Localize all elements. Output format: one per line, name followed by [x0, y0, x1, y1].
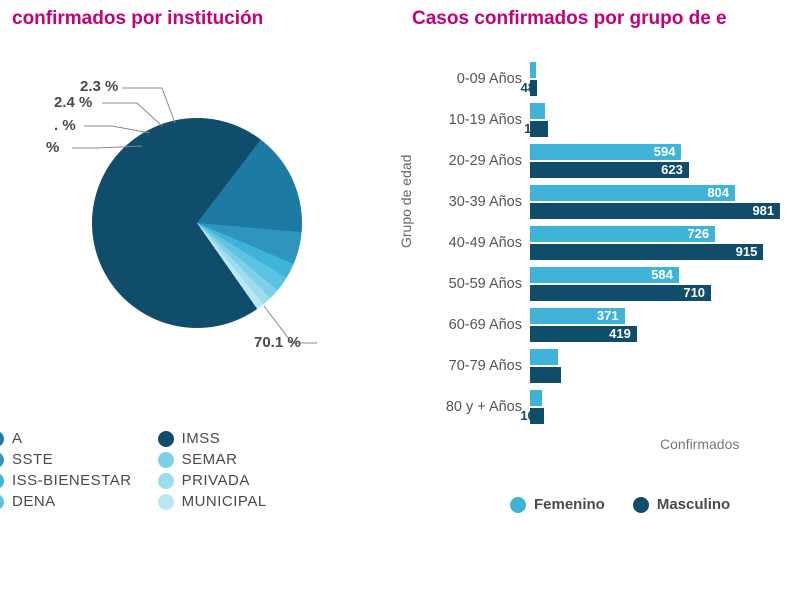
bar-category-label: 70-79 Años	[418, 358, 530, 374]
bar-row: 70-79 Años233	[418, 345, 788, 386]
pie-legend-item: ISS-BIENESTAR	[0, 472, 132, 489]
bar-masculino: 103	[530, 408, 544, 424]
bar-row: 80 y + Años103	[418, 386, 788, 427]
pie-pct-2: . %	[54, 117, 76, 134]
bar-femenino: 584	[530, 267, 679, 283]
bar-chart: Grupo de edad 0-09 Años4810-19 Años13020…	[412, 48, 788, 448]
bar-ylabel: Grupo de edad	[398, 155, 414, 248]
pie-legend-item: IMSS	[158, 430, 267, 447]
pie-chart: 2.3 % 2.4 % . % % 70.1 %	[12, 48, 388, 378]
bar-masculino: 130	[530, 121, 548, 137]
legend-masculino: Masculino	[633, 496, 730, 513]
bar-category-label: 30-39 Años	[418, 194, 530, 210]
pie-legend-item: PRIVADA	[158, 472, 267, 489]
bar-femenino	[530, 62, 536, 78]
pie-legend-item: SSTE	[0, 451, 132, 468]
bar-title: Casos confirmados por grupo de e	[412, 8, 788, 30]
pie-legend-item: A	[0, 430, 132, 447]
legend-femenino-label: Femenino	[534, 496, 605, 513]
bar-femenino	[530, 349, 558, 365]
bar-row: 30-39 Años804 981	[418, 181, 788, 222]
bar-panel: Casos confirmados por grupo de e Grupo d…	[400, 0, 800, 600]
bar-row: 10-19 Años130	[418, 99, 788, 140]
bar-category-label: 40-49 Años	[418, 235, 530, 251]
pie-legend-item: SEMAR	[158, 451, 267, 468]
bar-row: 50-59 Años584 710	[418, 263, 788, 304]
bar-femenino	[530, 390, 542, 406]
bar-xlabel: Confirmados	[660, 436, 739, 452]
bar-row: 40-49 Años726 915	[418, 222, 788, 263]
bar-category-label: 10-19 Años	[418, 112, 530, 128]
legend-masculino-label: Masculino	[657, 496, 730, 513]
bar-masculino: 233	[530, 367, 561, 383]
bar-category-label: 0-09 Años	[418, 71, 530, 87]
pie-panel: confirmados por institución 2.3 % 2.4 % …	[0, 0, 400, 600]
pie-pct-0: 2.3 %	[80, 78, 118, 95]
pie-pct-3: %	[46, 139, 59, 156]
pie-pct-4: 70.1 %	[254, 334, 301, 351]
bar-femenino: 726	[530, 226, 715, 242]
bar-masculino: 981	[530, 203, 780, 219]
bar-category-label: 20-29 Años	[418, 153, 530, 169]
bar-masculino: 915	[530, 244, 763, 260]
pie-legend: A SSTE ISS-BIENESTAR DENA IMSS SEMAR PRIVADA M…	[0, 430, 388, 510]
bar-masculino: 623	[530, 162, 689, 178]
bar-category-label: 60-69 Años	[418, 317, 530, 333]
pie-pct-1: 2.4 %	[54, 94, 92, 111]
bar-masculino: 710	[530, 285, 711, 301]
bar-row: 60-69 Años371 419	[418, 304, 788, 345]
bar-masculino: 48	[530, 80, 537, 96]
bar-femenino: 804	[530, 185, 735, 201]
legend-femenino: Femenino	[510, 496, 605, 513]
bar-femenino: 594	[530, 144, 681, 160]
pie-title: confirmados por institución	[12, 8, 388, 30]
bar-category-label: 80 y + Años	[418, 399, 530, 415]
bar-masculino: 419	[530, 326, 637, 342]
bar-femenino: 371	[530, 308, 625, 324]
bar-row: 20-29 Años594 623	[418, 140, 788, 181]
bar-category-label: 50-59 Años	[418, 276, 530, 292]
pie-legend-item: DENA	[0, 493, 132, 510]
bar-femenino	[530, 103, 545, 119]
bar-legend: Femenino Masculino	[510, 496, 730, 513]
pie-legend-item: MUNICIPAL	[158, 493, 267, 510]
bar-row: 0-09 Años48	[418, 58, 788, 99]
